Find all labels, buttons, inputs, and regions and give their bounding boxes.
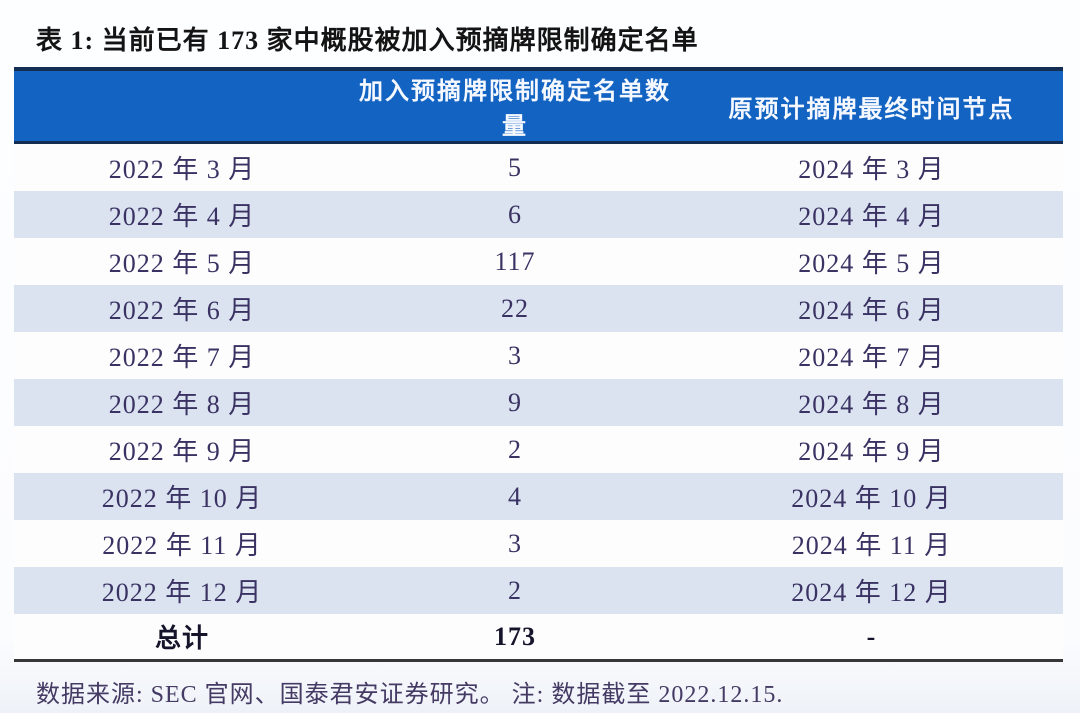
cell-count: 4	[350, 473, 680, 520]
table-row: 2022 年 11 月 3 2024 年 11 月	[14, 520, 1063, 567]
header-row: 加入预摘牌限制确定名单数量 原预计摘牌最终时间节点	[14, 67, 1063, 144]
total-deadline: -	[680, 614, 1063, 659]
header-col-deadline: 原预计摘牌最终时间节点	[680, 67, 1063, 144]
source-note: 数据来源: SEC 官网、国泰君安证券研究。 注: 数据截至 2022.12.1…	[36, 682, 784, 708]
footer-divider	[14, 659, 1063, 662]
cell-month: 2022 年 8 月	[14, 379, 350, 426]
cell-count: 117	[350, 238, 680, 285]
cell-deadline: 2024 年 4 月	[680, 191, 1063, 238]
data-table: 加入预摘牌限制确定名单数量 原预计摘牌最终时间节点 2022 年 3 月 5 2…	[14, 67, 1063, 659]
cell-deadline: 2024 年 12 月	[680, 567, 1063, 614]
cell-month: 2022 年 9 月	[14, 426, 350, 473]
table-row: 2022 年 9 月 2 2024 年 9 月	[14, 426, 1063, 473]
table-title: 表 1: 当前已有 173 家中概股被加入预摘牌限制确定名单	[36, 26, 699, 55]
cell-count: 3	[350, 520, 680, 567]
cell-deadline: 2024 年 11 月	[680, 520, 1063, 567]
cell-count: 9	[350, 379, 680, 426]
cell-month: 2022 年 3 月	[14, 142, 350, 191]
table-row: 2022 年 6 月 22 2024 年 6 月	[14, 285, 1063, 332]
cell-count: 2	[350, 567, 680, 614]
cell-deadline: 2024 年 7 月	[680, 332, 1063, 379]
table-row: 2022 年 3 月 5 2024 年 3 月	[14, 142, 1063, 191]
table-row: 2022 年 8 月 9 2024 年 8 月	[14, 379, 1063, 426]
cell-month: 2022 年 10 月	[14, 473, 350, 520]
table-row: 2022 年 4 月 6 2024 年 4 月	[14, 191, 1063, 238]
header-col-count: 加入预摘牌限制确定名单数量	[350, 67, 680, 144]
cell-deadline: 2024 年 6 月	[680, 285, 1063, 332]
cell-deadline: 2024 年 10 月	[680, 473, 1063, 520]
cell-month: 2022 年 5 月	[14, 238, 350, 285]
cell-deadline: 2024 年 5 月	[680, 238, 1063, 285]
table-row: 2022 年 12 月 2 2024 年 12 月	[14, 567, 1063, 614]
total-count: 173	[350, 614, 680, 659]
cell-count: 5	[350, 142, 680, 191]
header-col-month	[14, 67, 350, 144]
cell-count: 6	[350, 191, 680, 238]
cell-deadline: 2024 年 8 月	[680, 379, 1063, 426]
cell-deadline: 2024 年 3 月	[680, 142, 1063, 191]
table-row: 2022 年 5 月 117 2024 年 5 月	[14, 238, 1063, 285]
cell-count: 2	[350, 426, 680, 473]
table-row: 2022 年 7 月 3 2024 年 7 月	[14, 332, 1063, 379]
table-row: 2022 年 10 月 4 2024 年 10 月	[14, 473, 1063, 520]
cell-month: 2022 年 12 月	[14, 567, 350, 614]
cell-month: 2022 年 11 月	[14, 520, 350, 567]
cell-month: 2022 年 6 月	[14, 285, 350, 332]
cell-deadline: 2024 年 9 月	[680, 426, 1063, 473]
total-row: 总计 173 -	[14, 614, 1063, 659]
cell-count: 3	[350, 332, 680, 379]
total-label: 总计	[14, 614, 350, 659]
cell-month: 2022 年 4 月	[14, 191, 350, 238]
cell-month: 2022 年 7 月	[14, 332, 350, 379]
cell-count: 22	[350, 285, 680, 332]
